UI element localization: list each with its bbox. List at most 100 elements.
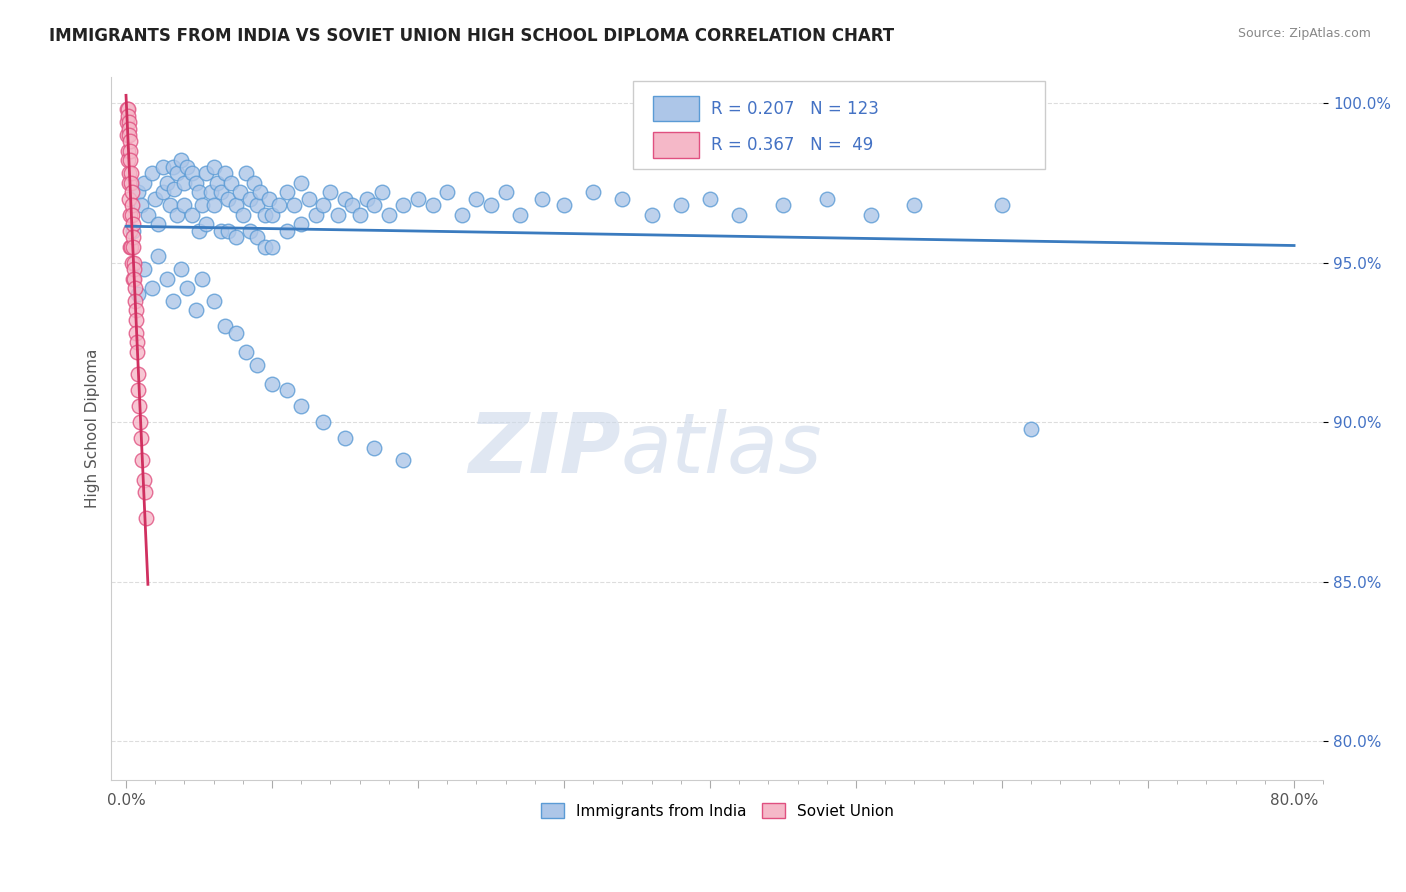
Point — [141, 281, 163, 295]
Point — [253, 239, 276, 253]
Point — [125, 313, 148, 327]
Point — [146, 217, 169, 231]
Point — [128, 399, 150, 413]
Point — [363, 198, 385, 212]
Point — [118, 208, 141, 222]
Point — [135, 511, 157, 525]
Point — [121, 255, 143, 269]
Point — [132, 473, 155, 487]
Point — [120, 224, 142, 238]
Y-axis label: High School Diploma: High School Diploma — [86, 349, 100, 508]
Bar — [654, 96, 699, 121]
Point — [246, 198, 269, 212]
Point — [125, 335, 148, 350]
Point — [772, 198, 794, 212]
Point — [127, 186, 149, 200]
Point — [253, 208, 276, 222]
Point — [297, 192, 319, 206]
Point — [235, 166, 257, 180]
Point — [117, 103, 139, 117]
Point — [122, 262, 145, 277]
Point — [815, 192, 838, 206]
Point — [115, 103, 138, 117]
Point — [143, 192, 166, 206]
Point — [225, 230, 247, 244]
Point — [1019, 421, 1042, 435]
Point — [991, 198, 1014, 212]
Point — [495, 186, 517, 200]
Point — [117, 109, 139, 123]
Point — [225, 326, 247, 340]
Point — [122, 224, 145, 238]
Point — [118, 121, 141, 136]
Point — [217, 192, 239, 206]
Point — [217, 224, 239, 238]
Point — [239, 224, 262, 238]
Point — [436, 186, 458, 200]
Point — [156, 176, 179, 190]
Point — [121, 198, 143, 212]
Point — [370, 186, 392, 200]
Point — [127, 287, 149, 301]
Point — [276, 224, 298, 238]
Point — [132, 176, 155, 190]
Point — [117, 128, 139, 142]
Point — [276, 186, 298, 200]
Text: IMMIGRANTS FROM INDIA VS SOVIET UNION HIGH SCHOOL DIPLOMA CORRELATION CHART: IMMIGRANTS FROM INDIA VS SOVIET UNION HI… — [49, 27, 894, 45]
Point — [132, 262, 155, 277]
Point — [283, 198, 305, 212]
Point — [531, 192, 554, 206]
Point — [120, 239, 142, 253]
Point — [269, 198, 291, 212]
Point — [131, 453, 153, 467]
Point — [152, 186, 174, 200]
Point — [121, 217, 143, 231]
Point — [176, 160, 198, 174]
Point — [859, 208, 882, 222]
Point — [290, 217, 312, 231]
Text: ZIP: ZIP — [468, 409, 620, 490]
Point — [260, 376, 283, 391]
Point — [422, 198, 444, 212]
Point — [159, 198, 181, 212]
Point — [117, 115, 139, 129]
Point — [180, 208, 202, 222]
Point — [209, 224, 232, 238]
Point — [479, 198, 502, 212]
Point — [121, 208, 143, 222]
Point — [184, 176, 207, 190]
Point — [229, 186, 252, 200]
Point — [342, 198, 364, 212]
Point — [134, 485, 156, 500]
Text: R = 0.207   N = 123: R = 0.207 N = 123 — [711, 100, 879, 118]
Point — [120, 144, 142, 158]
Point — [184, 303, 207, 318]
Point — [122, 255, 145, 269]
Point — [205, 176, 228, 190]
Text: Source: ZipAtlas.com: Source: ZipAtlas.com — [1237, 27, 1371, 40]
Point — [120, 176, 142, 190]
Point — [202, 198, 225, 212]
Point — [450, 208, 472, 222]
Point — [195, 217, 218, 231]
Point — [117, 166, 139, 180]
Point — [553, 198, 575, 212]
Point — [152, 160, 174, 174]
Point — [728, 208, 751, 222]
Point — [243, 176, 266, 190]
Point — [260, 208, 283, 222]
Point — [225, 198, 247, 212]
Point — [333, 192, 356, 206]
Point — [319, 186, 342, 200]
Point — [120, 153, 142, 168]
Point — [392, 198, 415, 212]
Point — [326, 208, 349, 222]
Point — [312, 415, 335, 429]
Point — [124, 271, 146, 285]
Point — [173, 198, 195, 212]
Point — [509, 208, 531, 222]
Point — [612, 192, 634, 206]
Point — [141, 166, 163, 180]
Point — [406, 192, 429, 206]
Text: R = 0.367   N =  49: R = 0.367 N = 49 — [711, 136, 873, 154]
